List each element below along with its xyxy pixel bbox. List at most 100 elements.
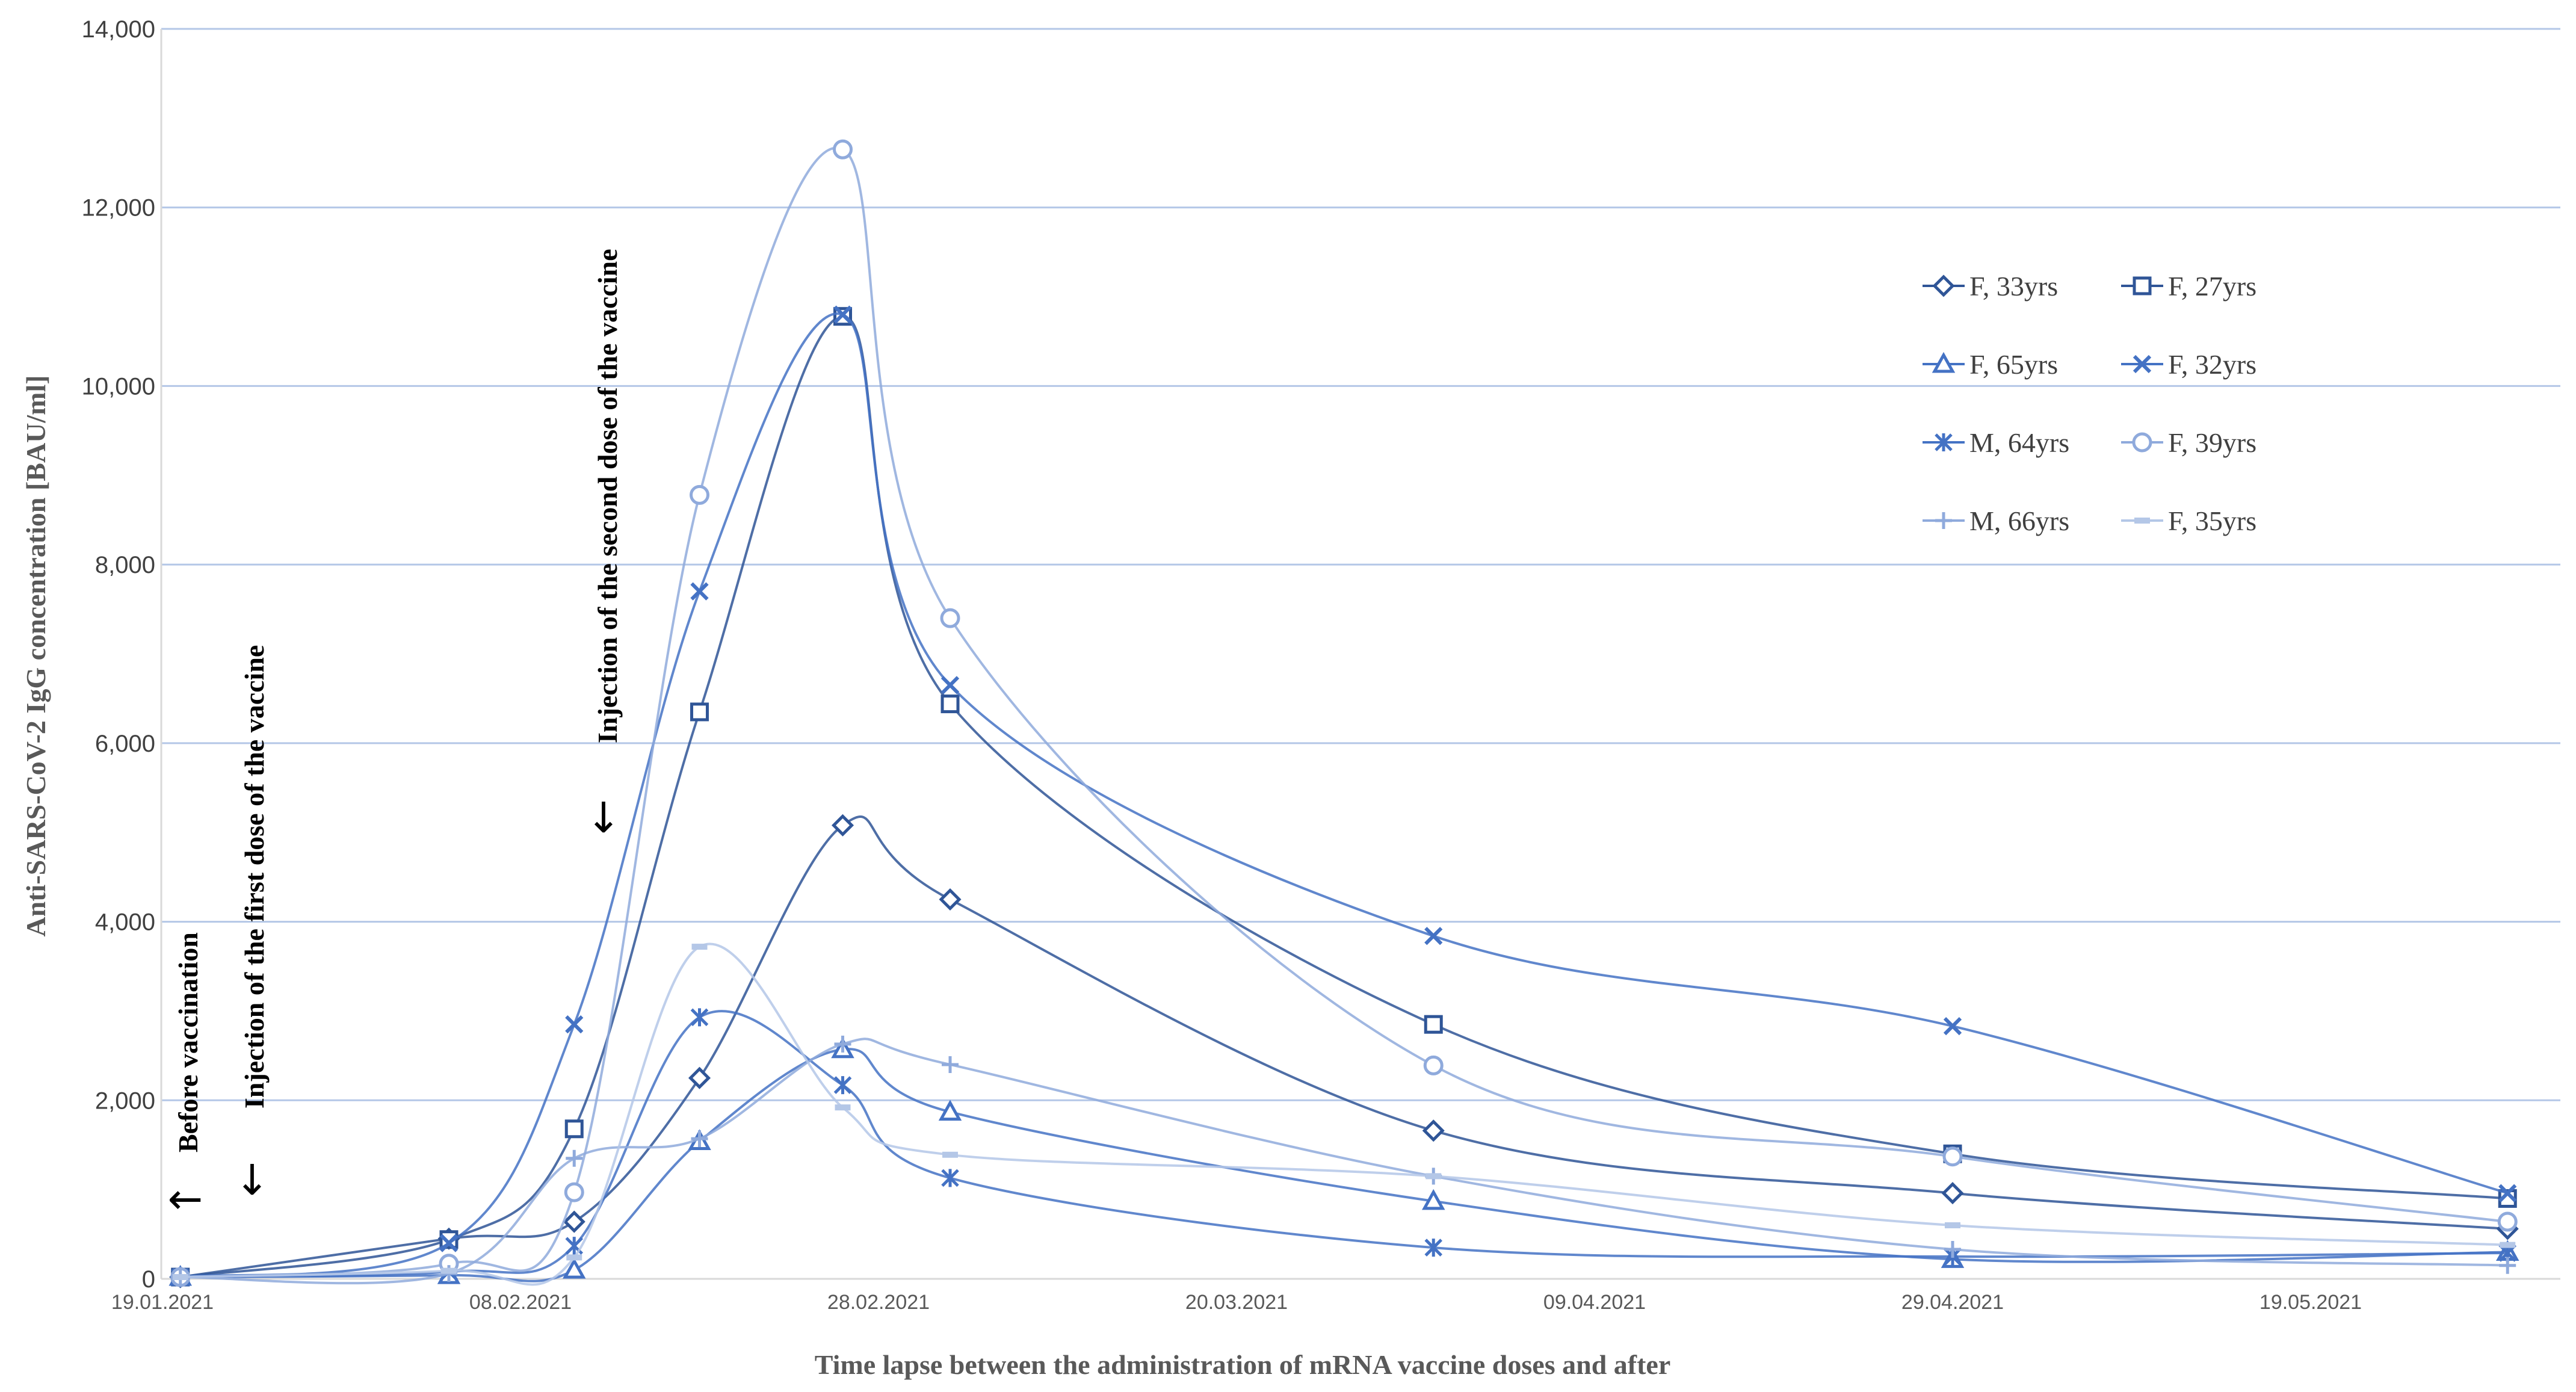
data-point-circle <box>940 608 960 628</box>
annotation-first-dose-text: Injection of the first dose of the vacci… <box>239 645 270 1109</box>
data-point-plus <box>691 1130 708 1148</box>
legend-item: F, 39yrs <box>2121 427 2256 458</box>
data-point-circle <box>1942 1146 1963 1167</box>
data-point-triangle <box>563 1258 586 1279</box>
legend-marker-square <box>2133 276 2152 295</box>
series-m-66yrs <box>171 1035 2516 1286</box>
y-tick-label: 2,000 <box>95 1087 155 1114</box>
data-point-dash <box>942 1151 958 1158</box>
left-arrow-icon: ← <box>168 1174 203 1223</box>
series-line <box>180 942 2508 1286</box>
data-point-circle <box>690 484 709 505</box>
series-f-65yrs <box>168 1037 2519 1286</box>
gridlines <box>161 28 2560 1101</box>
data-point-dash <box>566 1254 582 1261</box>
series-line <box>180 315 2508 1278</box>
annotation-second-dose-text: Injection of the second dose of the vacc… <box>592 249 623 743</box>
legend-marker-diamond <box>1932 274 1955 297</box>
series-layer <box>168 139 2519 1288</box>
series-line <box>180 146 2508 1278</box>
data-point-x <box>833 305 852 324</box>
series-f-27yrs <box>171 307 2517 1287</box>
annotation-first-dose: Injection of the first dose of the vacci… <box>235 645 270 1205</box>
series-f-35yrs <box>172 942 2516 1286</box>
legend-label: F, 32yrs <box>2168 349 2256 380</box>
legend-item: F, 33yrs <box>1923 271 2058 302</box>
y-tick-label: 4,000 <box>95 909 155 936</box>
data-point-dash <box>835 1104 851 1111</box>
legend-label: F, 35yrs <box>2168 506 2256 536</box>
x-tick-labels: 19.01.2021 08.02.2021 28.02.2021 20.03.2021… <box>111 1291 2362 1314</box>
data-point-diamond <box>688 1066 711 1089</box>
data-point-x <box>565 1015 584 1034</box>
x-tick-label: 08.02.2021 <box>469 1291 572 1314</box>
legend-item: F, 27yrs <box>2121 271 2256 302</box>
data-point-x <box>439 1234 459 1252</box>
data-point-dash <box>1945 1222 1960 1228</box>
x-tick-label: 09.04.2021 <box>1543 1291 1646 1314</box>
data-point-star <box>565 1237 584 1255</box>
data-point-diamond <box>1422 1119 1445 1142</box>
legend-label: M, 64yrs <box>1969 427 2069 458</box>
data-point-square <box>941 694 960 714</box>
data-point-dash <box>2500 1242 2516 1248</box>
x-tick-label: 20.03.2021 <box>1185 1291 1288 1314</box>
data-point-star <box>941 1169 959 1187</box>
legend-label: F, 27yrs <box>2168 271 2256 302</box>
data-point-plus <box>834 1035 851 1053</box>
data-point-x <box>1943 1017 1962 1036</box>
data-point-triangle <box>1422 1189 1445 1210</box>
series-line <box>180 815 2508 1278</box>
data-point-diamond <box>831 814 854 837</box>
legend-marker-x <box>2133 354 2152 374</box>
data-point-x <box>690 582 709 601</box>
legend-item: F, 65yrs <box>1923 349 2058 380</box>
data-point-plus <box>2499 1257 2516 1274</box>
data-point-star <box>1424 1239 1443 1257</box>
legend-marker-star <box>1935 433 1953 451</box>
y-tick-labels: 0 2,000 4,000 6,000 8,000 10,000 12,000 14,000 <box>82 16 155 1293</box>
legend-marker-triangle <box>1932 351 1956 373</box>
down-arrow-icon: ↓ <box>586 793 622 843</box>
data-point-diamond <box>1941 1182 1964 1205</box>
y-tick-label: 0 <box>142 1266 155 1293</box>
data-point-star <box>833 1076 852 1095</box>
series-line <box>180 1038 2508 1285</box>
series-line <box>180 312 2508 1278</box>
data-point-circle <box>2497 1211 2518 1232</box>
legend-label: F, 39yrs <box>2168 427 2256 458</box>
data-point-dash <box>1425 1173 1442 1180</box>
data-point-x <box>941 676 960 694</box>
data-point-triangle <box>938 1100 962 1121</box>
y-tick-label: 8,000 <box>95 552 155 578</box>
legend-marker-plus <box>1935 512 1952 529</box>
data-point-dash <box>441 1267 457 1274</box>
series-f-39yrs <box>170 139 2518 1287</box>
data-point-circle <box>564 1182 584 1202</box>
legend-label: F, 33yrs <box>1969 271 2058 302</box>
legend-marker-dash <box>2134 518 2150 524</box>
data-point-dash <box>691 944 708 950</box>
y-tick-label: 14,000 <box>82 16 155 43</box>
data-point-circle <box>833 139 853 159</box>
annotation-before-vaccination: Before vaccination ← <box>168 932 203 1223</box>
legend-item: F, 32yrs <box>2121 349 2256 380</box>
data-point-square <box>690 702 709 722</box>
x-tick-label: 19.01.2021 <box>111 1291 214 1314</box>
data-point-plus <box>942 1056 959 1073</box>
data-point-x <box>2498 1184 2517 1202</box>
x-tick-label: 29.04.2021 <box>1901 1291 2004 1314</box>
data-point-star <box>690 1008 709 1027</box>
data-point-plus <box>566 1149 583 1167</box>
annotation-second-dose: Injection of the second dose of the vacc… <box>586 249 623 843</box>
data-point-diamond <box>939 888 962 911</box>
data-point-square <box>564 1119 584 1139</box>
x-tick-label: 28.02.2021 <box>827 1291 930 1314</box>
down-arrow-icon: ↓ <box>235 1155 270 1205</box>
y-tick-label: 6,000 <box>95 731 155 757</box>
data-point-diamond <box>563 1210 585 1233</box>
series-m-64yrs <box>171 1008 2517 1287</box>
data-point-circle <box>1423 1055 1444 1075</box>
series-f-33yrs <box>169 814 2519 1288</box>
legend-item: M, 66yrs <box>1923 506 2069 536</box>
